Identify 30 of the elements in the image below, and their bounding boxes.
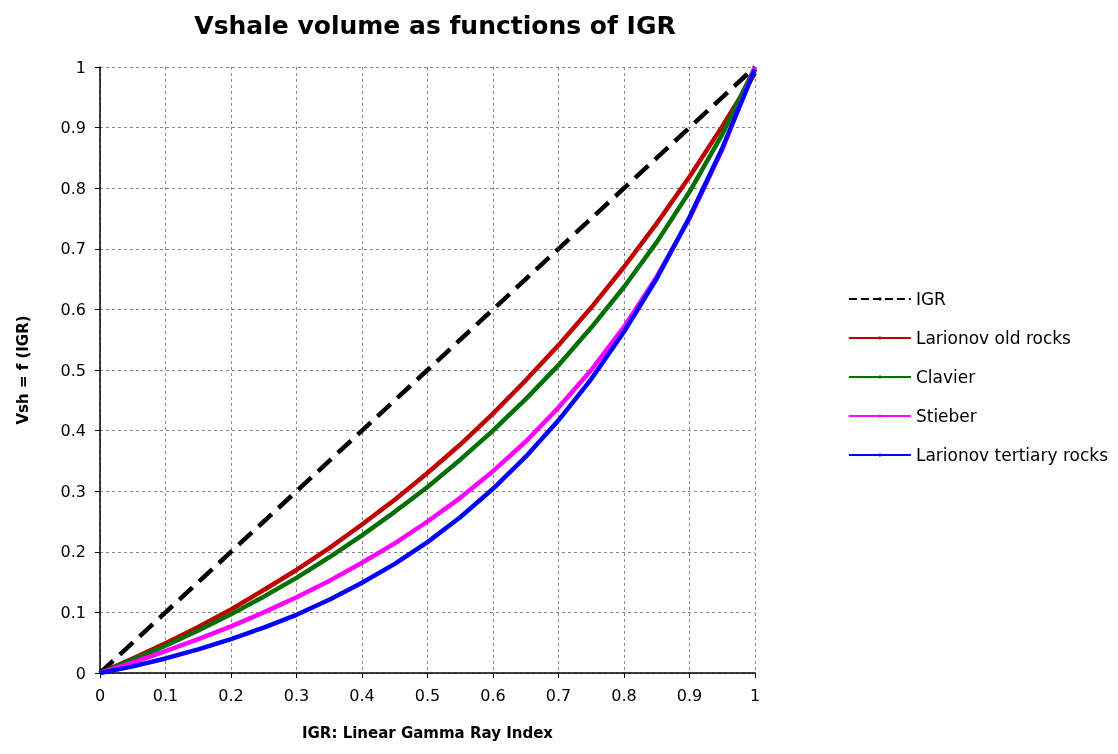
x-tick-label: 0.9 [676,685,703,705]
x-tick-label: 1 [749,685,761,705]
y-tick-label: 0.8 [60,178,86,198]
y-tick-label: 1 [75,57,86,77]
x-tick-label: 0.3 [283,685,310,705]
y-tick-label: 0.2 [60,542,86,562]
x-tick-label: 0.7 [545,685,572,705]
legend-label: Clavier [915,367,976,387]
x-tick-label: 0.8 [611,685,637,705]
x-tick-label: 0.6 [480,685,506,705]
x-tick-label: 0.5 [414,685,441,705]
y-axis-title: Vsh = f (IGR) [13,315,32,425]
x-tick-label: 0 [94,685,106,705]
x-tick-label: 0.2 [218,685,244,705]
legend-label: Larionov tertiary rocks [915,445,1109,465]
chart-title: Vshale volume as functions of IGR [194,11,676,40]
y-tick-label: 0.1 [60,602,86,622]
y-tick-label: 0.9 [60,118,86,138]
x-tick-label: 0.4 [349,685,375,705]
y-tick-label: 0.5 [60,360,86,380]
legend-label: Stieber [915,406,977,426]
y-tick-label: 0.6 [60,299,86,319]
y-tick-label: 0 [75,663,86,683]
y-tick-label: 0.3 [60,481,86,501]
x-axis-title: IGR: Linear Gamma Ray Index [301,723,554,742]
legend-label: Larionov old rocks [915,328,1072,348]
y-tick-label: 0.7 [60,239,86,259]
x-tick-label: 0.1 [152,685,179,705]
legend-label: IGR [915,289,947,309]
y-tick-label: 0.4 [60,421,86,441]
